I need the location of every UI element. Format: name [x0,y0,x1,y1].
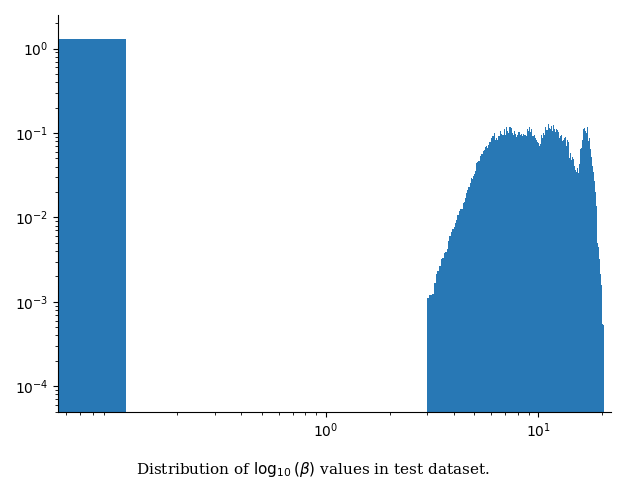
Bar [470,183,471,484]
Bar [510,127,511,484]
Bar [520,139,521,484]
Bar [453,227,455,484]
Bar [446,249,448,484]
Bar [524,136,525,484]
Bar [445,252,446,484]
Bar [475,171,476,484]
Bar [442,258,444,484]
Bar [476,163,477,484]
Bar [497,139,498,484]
Bar [491,136,493,484]
Bar [434,283,436,484]
Bar [460,209,461,484]
Bar [496,138,497,484]
Bar [438,271,439,484]
Bar [449,236,451,484]
Bar [485,147,486,484]
Bar [459,211,460,484]
Bar [465,198,466,484]
Bar [474,174,475,484]
Bar [508,133,509,484]
Bar [522,134,523,484]
Bar [466,193,467,484]
Bar [490,142,491,484]
Bar [467,190,468,484]
Bar [448,241,449,484]
Bar [473,176,474,484]
Bar [500,131,501,484]
Bar [513,136,514,484]
Bar [468,187,470,484]
Bar [429,295,431,484]
Bar [439,266,441,484]
Bar [509,125,510,484]
Bar [518,133,519,484]
Bar [480,156,481,484]
Bar [463,202,464,484]
Bar [458,215,459,484]
Bar [58,39,126,484]
Bar [483,151,484,484]
Bar [441,259,442,484]
Bar [471,178,472,484]
Bar [504,129,505,484]
Bar [489,142,490,484]
Text: Distribution of $\log_{10}(\beta)$ values in test dataset.: Distribution of $\log_{10}(\beta)$ value… [136,460,490,479]
Bar [516,135,517,484]
Bar [514,129,515,484]
Bar [482,154,483,484]
Bar [481,154,482,484]
Bar [456,220,458,484]
Bar [427,298,429,484]
Bar [507,131,508,484]
Bar [506,127,507,484]
Bar [519,132,520,484]
Bar [455,224,456,484]
Bar [488,145,489,484]
Bar [472,179,473,484]
Bar [493,136,495,484]
Bar [477,162,478,484]
Bar [498,136,500,484]
Bar [478,161,480,484]
Bar [486,146,487,484]
Bar [461,209,463,484]
Bar [505,135,506,484]
Bar [451,232,452,484]
Bar [436,274,438,484]
Bar [512,133,513,484]
Bar [517,136,518,484]
Bar [503,136,504,484]
Bar [431,295,433,484]
Bar [511,135,512,484]
Bar [501,135,502,484]
Bar [502,135,503,484]
Bar [523,135,524,484]
Bar [464,202,465,484]
Bar [495,140,496,484]
Bar [452,229,453,484]
Bar [444,253,445,484]
Bar [484,150,485,484]
Bar [433,293,434,484]
Bar [487,148,488,484]
Bar [515,135,516,484]
Bar [521,134,522,484]
